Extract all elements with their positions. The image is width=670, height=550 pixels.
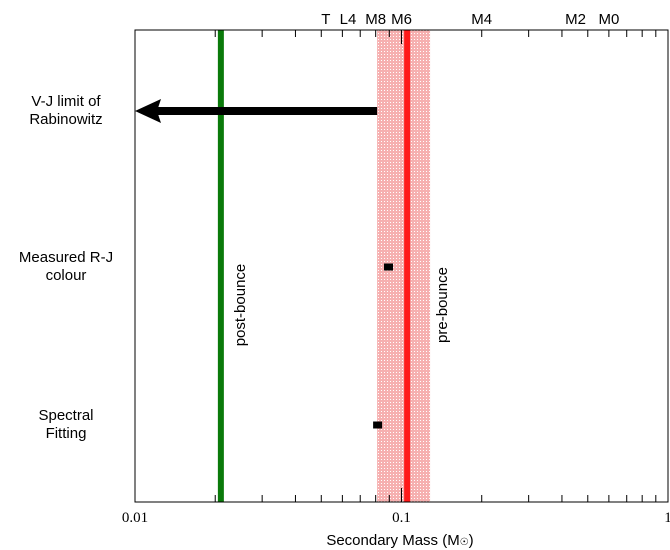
rj-category-label-line: Measured R-J (19, 249, 113, 266)
spec-data-point (373, 421, 383, 429)
post-bounce-label: post-bounce (232, 264, 249, 347)
spectral-type-label: M2 (565, 11, 586, 28)
spectral-type-label: T (321, 11, 330, 28)
rj-category-label: Measured R-J colour (19, 249, 113, 284)
x-axis-title-suffix: ) (469, 532, 474, 549)
x-tick-label: 0.1 (392, 510, 411, 526)
x-axis-title: Secondary Mass (M☉) (326, 532, 473, 549)
spectral-type-label: M4 (471, 11, 492, 28)
rj-category-label-line: colour (46, 267, 87, 284)
vj-category-label-line: V-J limit of (31, 93, 101, 110)
spectral-type-label: M8 (365, 11, 386, 28)
spectral-type-label: L4 (340, 11, 357, 28)
x-tick-label: 1 (664, 510, 670, 526)
solar-mass-symbol: ☉ (460, 537, 469, 548)
pre-bounce-label: pre-bounce (434, 267, 451, 343)
spectral-type-label: M6 (391, 11, 412, 28)
x-tick-label: 0.01 (122, 510, 148, 526)
spec-category-label-line: Spectral (38, 407, 93, 424)
spectral-type-label: M0 (598, 11, 619, 28)
spec-category-label: Spectral Fitting (38, 407, 93, 442)
vj-category-label: V-J limit of Rabinowitz (29, 93, 102, 128)
vj-category-label-line: Rabinowitz (29, 111, 102, 128)
vj-limit-arrow-head (135, 99, 161, 123)
x-axis-title-text: Secondary Mass (M (326, 532, 459, 549)
rj-data-point (384, 263, 394, 271)
spec-category-label-line: Fitting (46, 425, 87, 442)
